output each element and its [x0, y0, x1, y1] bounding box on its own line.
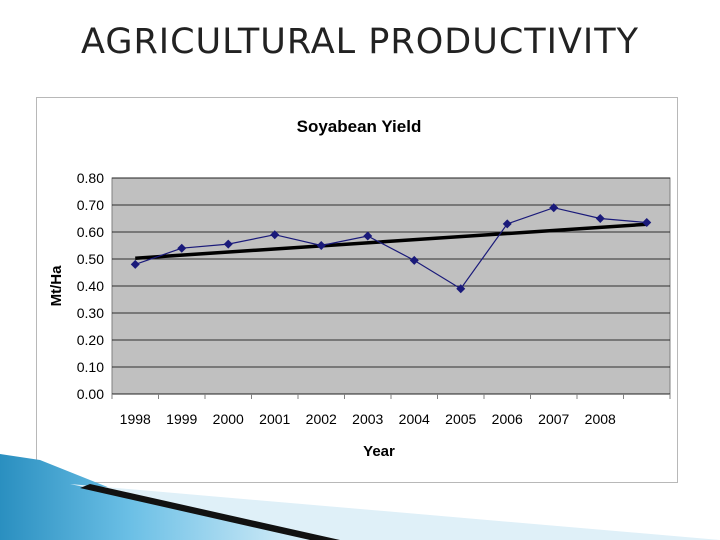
trendline-layer — [135, 222, 647, 260]
data-point — [642, 218, 652, 228]
x-axis-label: Year — [363, 443, 395, 460]
chart-title: Soyabean Yield — [297, 117, 422, 136]
series-line — [135, 207, 647, 290]
data-point — [409, 255, 419, 265]
y-axis-tick-labels: 0.00 0.10 0.20 0.30 0.40 0.50 0.60 0.70 0.80 — [77, 170, 104, 402]
x-axis-tick-labels: 1998 1999 2000 2001 2002 2003 2004 2005 2006 2007… — [111, 394, 671, 427]
chart-frame: Soyabean Yield 0.00 0.10 0.20 0.30 0.40 0.50 0… — [36, 97, 678, 483]
slide-title: AGRICULTURAL PRODUCTIVITY — [81, 22, 639, 62]
x-tick-label: 2004 — [399, 411, 430, 427]
data-point — [270, 230, 280, 240]
data-point — [316, 241, 326, 250]
y-tick-label: 0.20 — [77, 332, 104, 348]
data-point — [549, 203, 559, 213]
x-tick-label: 2006 — [492, 411, 523, 427]
data-point — [456, 284, 466, 294]
data-point — [177, 243, 187, 253]
y-tick-label: 0.00 — [77, 386, 104, 402]
x-tick-label: 2000 — [213, 411, 244, 427]
x-tick-label: 1999 — [166, 411, 197, 427]
x-tick-label: 2002 — [306, 411, 337, 427]
x-tick-label: 2005 — [445, 411, 476, 427]
decorative-swoosh — [0, 454, 720, 540]
data-point — [595, 214, 605, 223]
y-tick-label: 0.30 — [77, 305, 104, 321]
y-axis-label: Mt/Ha — [48, 265, 65, 306]
y-tick-label: 0.10 — [77, 359, 104, 375]
series-layer — [130, 203, 652, 294]
y-tick-label: 0.80 — [77, 170, 104, 186]
x-tick-label: 2001 — [259, 411, 290, 427]
x-tick-label: 2007 — [538, 411, 569, 427]
y-tick-label: 0.70 — [77, 197, 104, 213]
x-tick-label: 1998 — [120, 411, 151, 427]
data-point — [363, 231, 373, 241]
soyabean-yield-chart: Soyabean Yield 0.000.100.200.300.400.500… — [48, 117, 671, 460]
y-tick-label: 0.60 — [77, 224, 104, 240]
data-point — [502, 219, 512, 229]
x-tick-label: 2008 — [585, 411, 616, 427]
y-tick-label: 0.40 — [77, 278, 104, 294]
linear-trendline — [135, 222, 647, 260]
y-tick-label: 0.50 — [77, 251, 104, 267]
data-point — [130, 259, 140, 269]
x-tick-label: 2003 — [352, 411, 383, 427]
data-point — [223, 239, 233, 249]
